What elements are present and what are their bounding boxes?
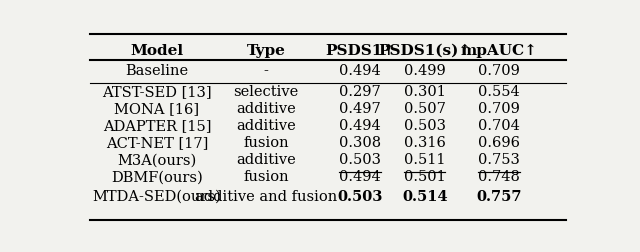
Text: additive and fusion: additive and fusion bbox=[195, 190, 337, 204]
Text: 0.696: 0.696 bbox=[478, 136, 520, 150]
Text: Model: Model bbox=[131, 44, 184, 58]
Text: 0.511: 0.511 bbox=[404, 153, 445, 167]
Text: 0.301: 0.301 bbox=[404, 85, 445, 99]
Text: fusion: fusion bbox=[243, 136, 289, 150]
Text: PSDS1(s)↑: PSDS1(s)↑ bbox=[378, 44, 471, 58]
Text: 0.503: 0.503 bbox=[339, 153, 381, 167]
Text: 0.709: 0.709 bbox=[478, 64, 520, 78]
Text: 0.497: 0.497 bbox=[339, 102, 381, 116]
Text: 0.503: 0.503 bbox=[337, 190, 383, 204]
Text: 0.297: 0.297 bbox=[339, 85, 381, 99]
Text: 0.507: 0.507 bbox=[404, 102, 445, 116]
Text: 0.494: 0.494 bbox=[339, 119, 381, 133]
Text: M3A(ours): M3A(ours) bbox=[117, 153, 196, 167]
Text: 0.748: 0.748 bbox=[478, 170, 520, 184]
Text: Type: Type bbox=[246, 44, 285, 58]
Text: 0.503: 0.503 bbox=[404, 119, 445, 133]
Text: mpAUC↑: mpAUC↑ bbox=[461, 44, 538, 58]
Text: additive: additive bbox=[236, 153, 296, 167]
Text: fusion: fusion bbox=[243, 170, 289, 184]
Text: 0.501: 0.501 bbox=[404, 170, 445, 184]
Text: MONA [16]: MONA [16] bbox=[115, 102, 200, 116]
Text: 0.709: 0.709 bbox=[478, 102, 520, 116]
Text: 0.753: 0.753 bbox=[478, 153, 520, 167]
Text: ADAPTER [15]: ADAPTER [15] bbox=[102, 119, 211, 133]
Text: selective: selective bbox=[234, 85, 299, 99]
Text: 0.554: 0.554 bbox=[478, 85, 520, 99]
Text: PSDS1↑: PSDS1↑ bbox=[325, 44, 396, 58]
Text: -: - bbox=[264, 64, 268, 78]
Text: 0.499: 0.499 bbox=[404, 64, 445, 78]
Text: 0.494: 0.494 bbox=[339, 170, 381, 184]
Text: MTDA-SED(ours): MTDA-SED(ours) bbox=[93, 190, 221, 204]
Text: ACT-NET [17]: ACT-NET [17] bbox=[106, 136, 208, 150]
Text: 0.757: 0.757 bbox=[476, 190, 522, 204]
Text: 0.494: 0.494 bbox=[339, 64, 381, 78]
Text: additive: additive bbox=[236, 102, 296, 116]
Text: DBMF(ours): DBMF(ours) bbox=[111, 170, 203, 184]
Text: 0.308: 0.308 bbox=[339, 136, 381, 150]
Text: 0.316: 0.316 bbox=[404, 136, 445, 150]
Text: 0.514: 0.514 bbox=[402, 190, 447, 204]
Text: ATST-SED [13]: ATST-SED [13] bbox=[102, 85, 212, 99]
Text: 0.704: 0.704 bbox=[478, 119, 520, 133]
Text: additive: additive bbox=[236, 119, 296, 133]
Text: Baseline: Baseline bbox=[125, 64, 188, 78]
